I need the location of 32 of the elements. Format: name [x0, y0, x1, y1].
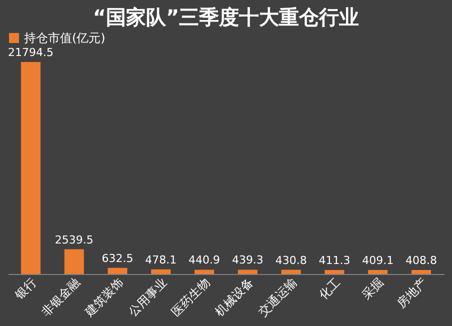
bar — [64, 249, 84, 274]
bar — [324, 270, 344, 274]
chart-title: “国家队”三季度十大重仓行业 — [92, 5, 360, 29]
data-label: 2539.5 — [54, 233, 94, 246]
x-tick-label: 房地产 — [394, 275, 430, 310]
data-label: 409.1 — [362, 254, 394, 268]
x-tick-label: 银行 — [12, 275, 40, 303]
x-tick-label: 机械设备 — [212, 275, 256, 319]
data-label: 439.3 — [232, 254, 264, 267]
data-label: 411.3 — [318, 254, 350, 267]
bar — [238, 270, 258, 274]
bar — [368, 270, 388, 274]
bar — [411, 270, 431, 274]
bar — [151, 269, 171, 274]
x-tick-label: 建筑装饰 — [81, 275, 126, 320]
x-tick-label: 医药生物 — [168, 275, 213, 319]
data-label: 632.5 — [102, 252, 134, 265]
x-tick-label: 非银金融 — [38, 275, 83, 319]
x-tick-label: 采掘 — [359, 275, 386, 302]
data-label: 478.1 — [145, 253, 177, 266]
x-tick-label: 公用事业 — [126, 275, 170, 319]
bar — [281, 270, 301, 274]
x-tick-label: 交通运输 — [256, 275, 300, 319]
bar — [108, 268, 128, 274]
data-label: 408.8 — [405, 254, 437, 268]
bar — [194, 270, 214, 274]
data-label: 440.9 — [188, 254, 220, 267]
x-tick-label: 化工 — [316, 275, 343, 302]
legend-label: 持仓市值(亿元) — [24, 31, 106, 45]
data-label: 21794.5 — [8, 46, 54, 59]
bar — [21, 62, 41, 274]
data-label: 430.8 — [275, 254, 307, 267]
